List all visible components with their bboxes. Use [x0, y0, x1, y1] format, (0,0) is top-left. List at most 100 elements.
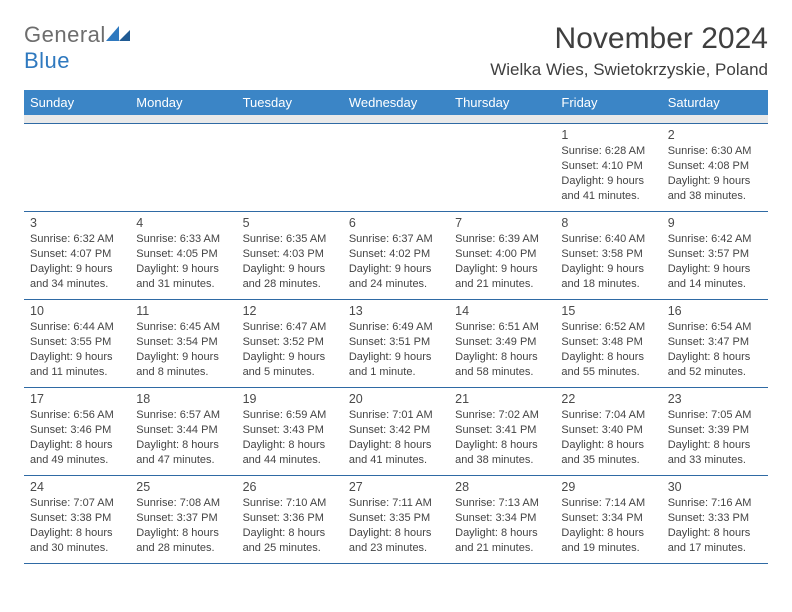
daylight-line: Daylight: 8 hoursand 33 minutes.: [668, 438, 762, 468]
daylight-line: Daylight: 9 hoursand 31 minutes.: [136, 262, 230, 292]
weekday-header: Friday: [555, 90, 661, 115]
day-number: 26: [243, 479, 337, 496]
day-cell: 21Sunrise: 7:02 AMSunset: 3:41 PMDayligh…: [449, 387, 555, 475]
daylight-line: Daylight: 8 hoursand 21 minutes.: [455, 526, 549, 556]
empty-cell: [343, 123, 449, 211]
brand-mark-icon: [106, 22, 132, 48]
calendar-week-row: 17Sunrise: 6:56 AMSunset: 3:46 PM Dayligh…: [24, 387, 768, 475]
calendar-body: 1Sunrise: 6:28 AMSunset: 4:10 PMDaylight…: [24, 115, 768, 563]
day-cell: 6Sunrise: 6:37 AMSunset: 4:02 PMDaylight…: [343, 211, 449, 299]
daylight-line: Daylight: 8 hoursand 47 minutes.: [136, 438, 230, 468]
weekday-row: SundayMondayTuesdayWednesdayThursdayFrid…: [24, 90, 768, 115]
day-cell: 10Sunrise: 6:44 AMSunset: 3:55 PMDayligh…: [24, 299, 130, 387]
day-cell: 30Sunrise: 7:16 AMSunset: 3:33 PMDayligh…: [662, 475, 768, 563]
sunrise-line: Sunrise: 6:49 AM: [349, 320, 443, 335]
sunset-line: Sunset: 3:36 PM: [243, 511, 337, 526]
sunset-line: Sunset: 3:52 PM: [243, 335, 337, 350]
day-cell: 9Sunrise: 6:42 AMSunset: 3:57 PMDaylight…: [662, 211, 768, 299]
sunrise-line: Sunrise: 6:56 AM: [30, 408, 124, 423]
day-number: 28: [455, 479, 549, 496]
sunset-line: Sunset: 3:57 PM: [668, 247, 762, 262]
weekday-header: Sunday: [24, 90, 130, 115]
sunrise-line: Sunrise: 6:42 AM: [668, 232, 762, 247]
day-number: 8: [561, 215, 655, 232]
calendar-week-row: 3Sunrise: 6:32 AMSunset: 4:07 PMDaylight…: [24, 211, 768, 299]
day-number: 18: [136, 391, 230, 408]
daylight-line: Daylight: 9 hoursand 18 minutes.: [561, 262, 655, 292]
day-number: 6: [349, 215, 443, 232]
sunrise-line: Sunrise: 6:37 AM: [349, 232, 443, 247]
weekday-header: Tuesday: [237, 90, 343, 115]
daylight-line: Daylight: 9 hoursand 41 minutes.: [561, 174, 655, 204]
day-number: 3: [30, 215, 124, 232]
sunrise-line: Sunrise: 6:45 AM: [136, 320, 230, 335]
day-number: 19: [243, 391, 337, 408]
sunset-line: Sunset: 3:42 PM: [349, 423, 443, 438]
weekday-header: Thursday: [449, 90, 555, 115]
day-number: 25: [136, 479, 230, 496]
sunset-line: Sunset: 3:49 PM: [455, 335, 549, 350]
day-cell: 12Sunrise: 6:47 AMSunset: 3:52 PMDayligh…: [237, 299, 343, 387]
daylight-line: Daylight: 8 hoursand 19 minutes.: [561, 526, 655, 556]
weekday-header: Saturday: [662, 90, 768, 115]
sunrise-line: Sunrise: 6:32 AM: [30, 232, 124, 247]
daylight-line: Daylight: 9 hoursand 24 minutes.: [349, 262, 443, 292]
sunrise-line: Sunrise: 6:47 AM: [243, 320, 337, 335]
brand-logo: GeneralBlue: [24, 22, 132, 74]
calendar-week-row: 24Sunrise: 7:07 AMSunset: 3:38 PMDayligh…: [24, 475, 768, 563]
sunset-line: Sunset: 3:40 PM: [561, 423, 655, 438]
day-number: 17: [30, 391, 124, 408]
day-cell: 4Sunrise: 6:33 AMSunset: 4:05 PMDaylight…: [130, 211, 236, 299]
daylight-line: Daylight: 8 hoursand 23 minutes.: [349, 526, 443, 556]
daylight-line: Daylight: 9 hoursand 1 minute.: [349, 350, 443, 380]
day-number: 24: [30, 479, 124, 496]
sunrise-line: Sunrise: 6:39 AM: [455, 232, 549, 247]
sunrise-line: Sunrise: 7:07 AM: [30, 496, 124, 511]
daylight-line: Daylight: 8 hoursand 28 minutes.: [136, 526, 230, 556]
day-cell: 16Sunrise: 6:54 AMSunset: 3:47 PMDayligh…: [662, 299, 768, 387]
calendar-table: SundayMondayTuesdayWednesdayThursdayFrid…: [24, 90, 768, 564]
sunrise-line: Sunrise: 7:13 AM: [455, 496, 549, 511]
day-number: 5: [243, 215, 337, 232]
day-number: 13: [349, 303, 443, 320]
daylight-line: Daylight: 9 hoursand 38 minutes.: [668, 174, 762, 204]
location-text: Wielka Wies, Swietokrzyskie, Poland: [490, 60, 768, 80]
sunrise-line: Sunrise: 7:01 AM: [349, 408, 443, 423]
day-cell: 15Sunrise: 6:52 AMSunset: 3:48 PMDayligh…: [555, 299, 661, 387]
day-cell: 5Sunrise: 6:35 AMSunset: 4:03 PMDaylight…: [237, 211, 343, 299]
brand-part2: Blue: [24, 48, 70, 73]
daylight-line: Daylight: 8 hoursand 52 minutes.: [668, 350, 762, 380]
day-number: 12: [243, 303, 337, 320]
sunset-line: Sunset: 3:34 PM: [455, 511, 549, 526]
sunset-line: Sunset: 4:05 PM: [136, 247, 230, 262]
day-number: 20: [349, 391, 443, 408]
sunset-line: Sunset: 3:47 PM: [668, 335, 762, 350]
day-cell: 25Sunrise: 7:08 AMSunset: 3:37 PMDayligh…: [130, 475, 236, 563]
empty-cell: [24, 123, 130, 211]
page-title: November 2024: [490, 22, 768, 56]
daylight-line: Daylight: 8 hoursand 55 minutes.: [561, 350, 655, 380]
daylight-line: Daylight: 9 hoursand 11 minutes.: [30, 350, 124, 380]
title-block: November 2024 Wielka Wies, Swietokrzyski…: [490, 22, 768, 80]
day-number: 9: [668, 215, 762, 232]
day-cell: 1Sunrise: 6:28 AMSunset: 4:10 PMDaylight…: [555, 123, 661, 211]
sunrise-line: Sunrise: 6:35 AM: [243, 232, 337, 247]
day-number: 23: [668, 391, 762, 408]
sunset-line: Sunset: 3:34 PM: [561, 511, 655, 526]
day-number: 22: [561, 391, 655, 408]
sunrise-line: Sunrise: 6:51 AM: [455, 320, 549, 335]
daylight-line: Daylight: 8 hoursand 30 minutes.: [30, 526, 124, 556]
day-number: 7: [455, 215, 549, 232]
brand-part1: General: [24, 22, 106, 47]
daylight-line: Daylight: 9 hoursand 21 minutes.: [455, 262, 549, 292]
sunrise-line: Sunrise: 6:57 AM: [136, 408, 230, 423]
daylight-line: Daylight: 8 hoursand 44 minutes.: [243, 438, 337, 468]
weekday-header: Monday: [130, 90, 236, 115]
day-number: 29: [561, 479, 655, 496]
day-cell: 11Sunrise: 6:45 AMSunset: 3:54 PMDayligh…: [130, 299, 236, 387]
sunrise-line: Sunrise: 7:08 AM: [136, 496, 230, 511]
day-cell: 20Sunrise: 7:01 AMSunset: 3:42 PMDayligh…: [343, 387, 449, 475]
sunset-line: Sunset: 3:37 PM: [136, 511, 230, 526]
sunset-line: Sunset: 3:46 PM: [30, 423, 124, 438]
daylight-line: Daylight: 8 hoursand 58 minutes.: [455, 350, 549, 380]
